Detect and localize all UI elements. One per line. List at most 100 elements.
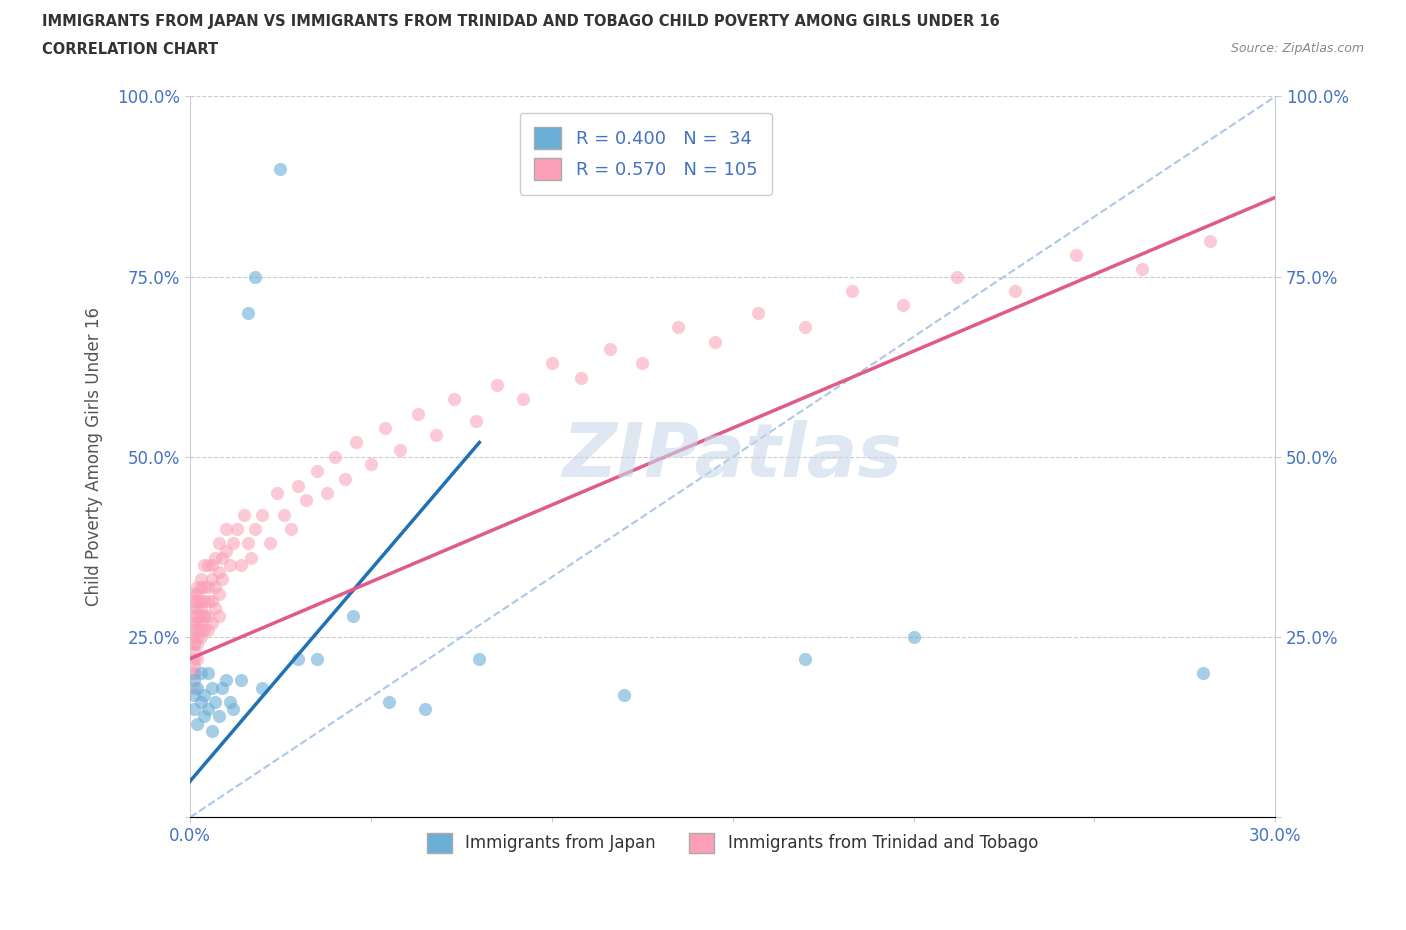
Point	[197, 702, 219, 717]
Point	[406, 406, 429, 421]
Point	[218, 558, 240, 573]
Point	[201, 680, 224, 695]
Point	[186, 587, 208, 602]
Point	[211, 572, 233, 587]
Point	[201, 572, 224, 587]
Point	[335, 472, 357, 486]
Point	[190, 695, 212, 710]
Point	[193, 608, 215, 623]
Point	[703, 334, 725, 349]
Point	[208, 608, 231, 623]
Point	[599, 341, 621, 356]
Point	[183, 616, 205, 631]
Point	[252, 507, 274, 522]
Point	[186, 579, 208, 594]
Point	[287, 478, 309, 493]
Point	[215, 543, 238, 558]
Point	[1004, 284, 1026, 299]
Point	[388, 443, 411, 458]
Point	[190, 616, 212, 631]
Point	[259, 536, 281, 551]
Point	[190, 593, 212, 608]
Point	[208, 587, 231, 602]
Point	[374, 420, 396, 435]
Point	[269, 161, 291, 176]
Point	[215, 522, 238, 537]
Point	[186, 601, 208, 616]
Point	[190, 572, 212, 587]
Point	[204, 579, 226, 594]
Point	[215, 673, 238, 688]
Point	[201, 724, 224, 738]
Point	[183, 593, 205, 608]
Point	[794, 320, 817, 335]
Point	[193, 579, 215, 594]
Point	[186, 616, 208, 631]
Point	[613, 687, 636, 702]
Point	[464, 414, 486, 429]
Point	[1199, 233, 1222, 248]
Point	[197, 666, 219, 681]
Point	[197, 593, 219, 608]
Point	[201, 616, 224, 631]
Point	[569, 370, 592, 385]
Point	[747, 305, 769, 320]
Point	[183, 666, 205, 681]
Point	[201, 558, 224, 573]
Point	[360, 457, 382, 472]
Point	[186, 680, 208, 695]
Point	[413, 702, 436, 717]
Point	[240, 551, 263, 565]
Point	[252, 680, 274, 695]
Legend: Immigrants from Japan, Immigrants from Trinidad and Tobago: Immigrants from Japan, Immigrants from T…	[420, 826, 1045, 859]
Point	[208, 536, 231, 551]
Point	[794, 651, 817, 666]
Point	[183, 622, 205, 637]
Point	[342, 608, 364, 623]
Point	[183, 630, 205, 644]
Point	[183, 587, 205, 602]
Point	[193, 687, 215, 702]
Point	[204, 551, 226, 565]
Point	[243, 269, 266, 284]
Point	[211, 680, 233, 695]
Point	[305, 651, 328, 666]
Point	[903, 630, 925, 644]
Point	[190, 601, 212, 616]
Point	[222, 536, 245, 551]
Point	[540, 356, 562, 371]
Point	[183, 637, 205, 652]
Point	[183, 687, 205, 702]
Point	[183, 673, 205, 688]
Point	[197, 579, 219, 594]
Point	[229, 673, 252, 688]
Point	[183, 702, 205, 717]
Point	[512, 392, 534, 406]
Point	[193, 622, 215, 637]
Point	[183, 637, 205, 652]
Point	[1271, 205, 1294, 219]
Point	[266, 485, 288, 500]
Point	[183, 608, 205, 623]
Point	[891, 298, 914, 312]
Point	[280, 522, 302, 537]
Point	[186, 637, 208, 652]
Point	[486, 378, 509, 392]
Point	[208, 565, 231, 579]
Point	[468, 651, 491, 666]
Point	[243, 522, 266, 537]
Point	[193, 593, 215, 608]
Point	[443, 392, 465, 406]
Point	[186, 651, 208, 666]
Point	[190, 630, 212, 644]
Point	[236, 536, 259, 551]
Point	[183, 666, 205, 681]
Point	[197, 558, 219, 573]
Point	[378, 695, 401, 710]
Point	[186, 630, 208, 644]
Point	[1066, 247, 1088, 262]
Point	[841, 284, 863, 299]
Point	[197, 608, 219, 623]
Point	[946, 269, 969, 284]
Point	[197, 622, 219, 637]
